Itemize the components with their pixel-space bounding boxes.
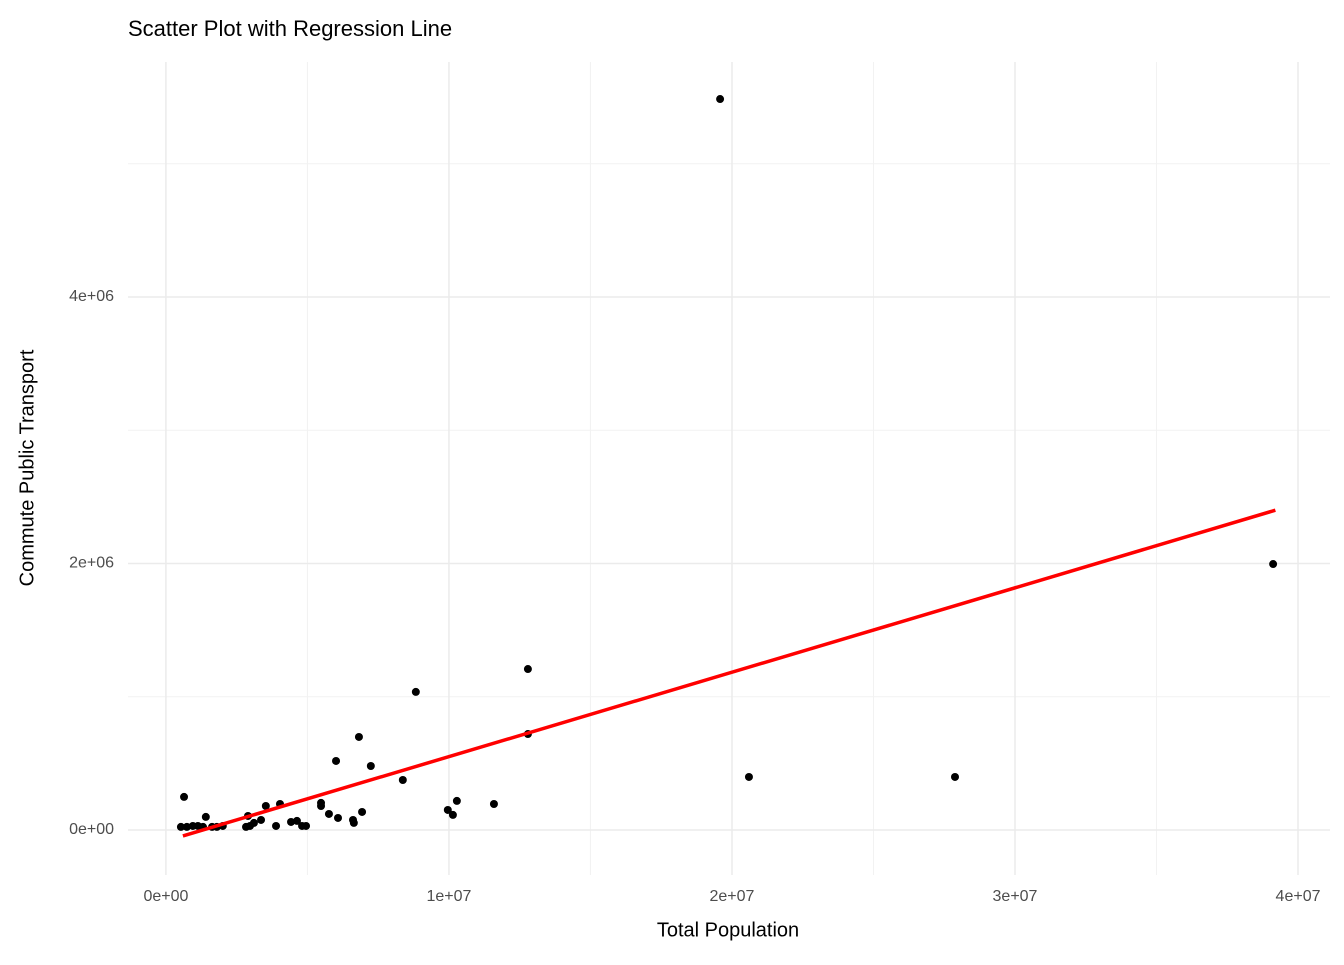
- point: [716, 95, 725, 104]
- x-axis-label: Total Population: [657, 919, 799, 941]
- x-tick-label: 2e+07: [710, 888, 755, 905]
- point: [201, 812, 210, 821]
- point: [1269, 560, 1278, 569]
- point: [354, 732, 363, 741]
- point: [317, 801, 326, 810]
- point: [452, 796, 461, 805]
- point: [950, 772, 959, 781]
- point: [302, 821, 311, 830]
- point: [349, 818, 358, 827]
- point: [489, 799, 498, 808]
- point: [287, 817, 296, 826]
- point: [261, 801, 270, 810]
- chart-title: Scatter Plot with Regression Line: [128, 16, 452, 41]
- point: [443, 805, 452, 814]
- x-tick-label: 4e+07: [1276, 888, 1321, 905]
- point: [176, 822, 185, 831]
- y-tick-label: 4e+06: [69, 288, 114, 305]
- x-tick-label: 1e+07: [426, 888, 471, 905]
- y-tick-label: 0e+00: [69, 821, 114, 838]
- point: [257, 815, 266, 824]
- y-axis-label: Commute Public Transport: [16, 349, 38, 586]
- y-tick-label: 2e+06: [69, 555, 114, 572]
- point: [366, 762, 375, 771]
- point: [398, 776, 407, 785]
- point: [182, 822, 191, 831]
- point: [324, 809, 333, 818]
- point: [334, 813, 343, 822]
- x-tick-label: 0e+00: [143, 888, 188, 905]
- point: [448, 810, 457, 819]
- point: [744, 772, 753, 781]
- x-tick-label: 3e+07: [993, 888, 1038, 905]
- point: [523, 665, 532, 674]
- point: [242, 822, 251, 831]
- point: [180, 792, 189, 801]
- regression-line: [182, 508, 1276, 838]
- point: [411, 687, 420, 696]
- point: [332, 756, 341, 765]
- point: [358, 807, 367, 816]
- point: [272, 821, 281, 830]
- point: [292, 816, 301, 825]
